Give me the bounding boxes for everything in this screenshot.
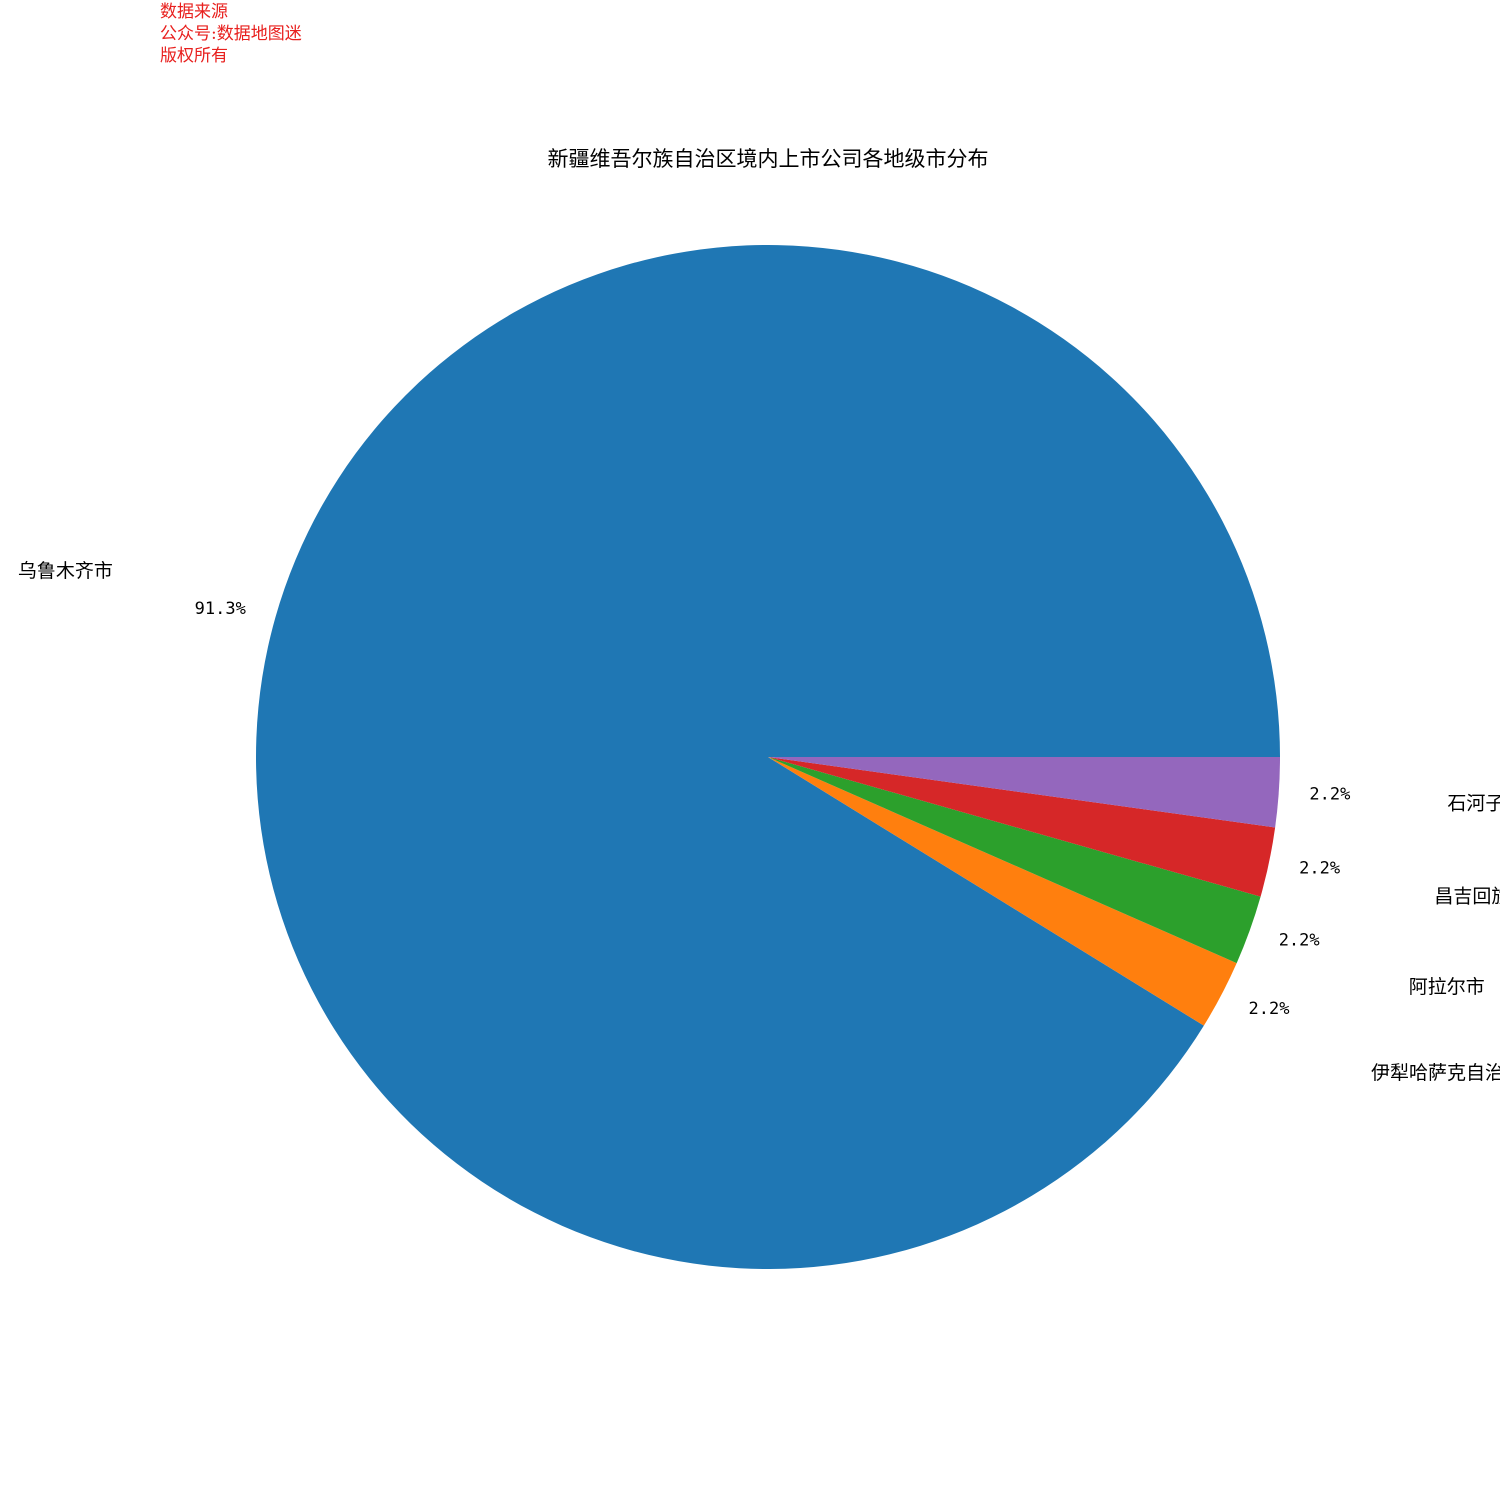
slice-percent-label: 2.2% [1279, 931, 1320, 951]
slice-percent-label: 2.2% [1249, 999, 1290, 1019]
watermark: 数据来源 公众号:数据地图迷 版权所有 [160, 2, 302, 66]
pie-labels: 乌鲁木齐市 91.3% 伊犁哈萨克自治州 2.2% 阿拉尔市 2.2% 昌吉回族自 2.2% 石… [18, 560, 1500, 1084]
slice-label: 昌吉回族自 [1434, 886, 1500, 908]
pie-slice [768, 757, 1280, 828]
pie-slice [768, 757, 1276, 897]
watermark-line-1: 数据来源 [160, 2, 228, 22]
pie-slice [768, 757, 1261, 964]
watermark-line-3: 版权所有 [160, 46, 228, 66]
pie-slice [768, 757, 1237, 1026]
slice-label: 伊犁哈萨克自治州 [1371, 1062, 1500, 1084]
slice-label: 乌鲁木齐市 [18, 560, 113, 582]
watermark-line-2: 公众号:数据地图迷 [160, 24, 302, 44]
slice-label: 石河子市 [1447, 792, 1500, 814]
slice-label: 阿拉尔市 [1409, 976, 1485, 998]
slice-percent-label: 2.2% [1299, 859, 1340, 879]
slice-percent-label: 91.3% [195, 599, 246, 619]
slice-percent-label: 2.2% [1309, 784, 1350, 804]
pie-slices [256, 245, 1280, 1270]
chart-title: 新疆维吾尔族自治区境内上市公司各地级市分布 [548, 147, 989, 171]
